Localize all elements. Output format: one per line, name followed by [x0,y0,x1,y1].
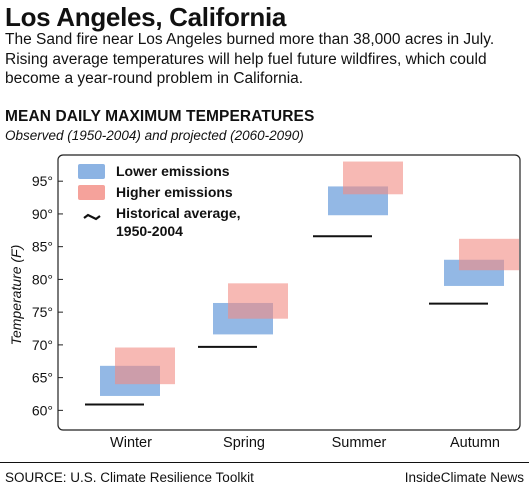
legend-swatch-lower [78,164,105,179]
legend-swatch-historical [83,213,101,221]
chart-title: MEAN DAILY MAXIMUM TEMPERATURES [5,108,315,125]
y-tick-label: 85° [32,239,53,255]
y-tick-label: 70° [32,337,53,353]
legend: Lower emissions Higher emissions Histori… [78,163,241,239]
higher-emissions-bar [459,238,519,271]
higher-emissions-bar [115,347,175,385]
y-tick-label: 90° [32,206,53,222]
chart-subtitle: Observed (1950-2004) and projected (2060… [5,128,304,143]
higher-emissions-bar [228,283,288,319]
y-axis: 60° 65° 70° 75° 80° 85° 90° 95° [32,173,63,418]
y-tick-label: 60° [32,402,53,418]
legend-label-higher: Higher emissions [116,184,233,200]
higher-emissions-bar [343,161,403,195]
plot-frame [57,154,521,431]
dek: The Sand fire near Los Angeles burned mo… [5,31,495,87]
y-tick-label: 75° [32,304,53,320]
legend-label-lower: Lower emissions [116,163,230,179]
x-axis: Winter Spring Summer Autumn [110,435,500,451]
plot-marks [85,161,519,406]
y-tick-label: 65° [32,370,53,386]
x-tick-label: Autumn [450,435,500,451]
source: SOURCE: U.S. Climate Resilience Toolkit [5,470,254,485]
legend-label-historical: Historical average, [116,205,241,221]
y-tick-label: 80° [32,271,53,287]
y-axis-title: Temperature (F) [8,245,24,346]
plot-border [57,154,521,431]
x-tick-label: Winter [110,435,152,451]
headline: Los Angeles, California [5,2,287,32]
x-tick-label: Summer [332,435,387,451]
legend-swatch-higher [78,185,105,200]
legend-label-historical-period: 1950-2004 [116,223,183,239]
credit: InsideClimate News [404,470,524,485]
y-tick-label: 95° [32,173,53,189]
x-tick-label: Spring [223,435,265,451]
